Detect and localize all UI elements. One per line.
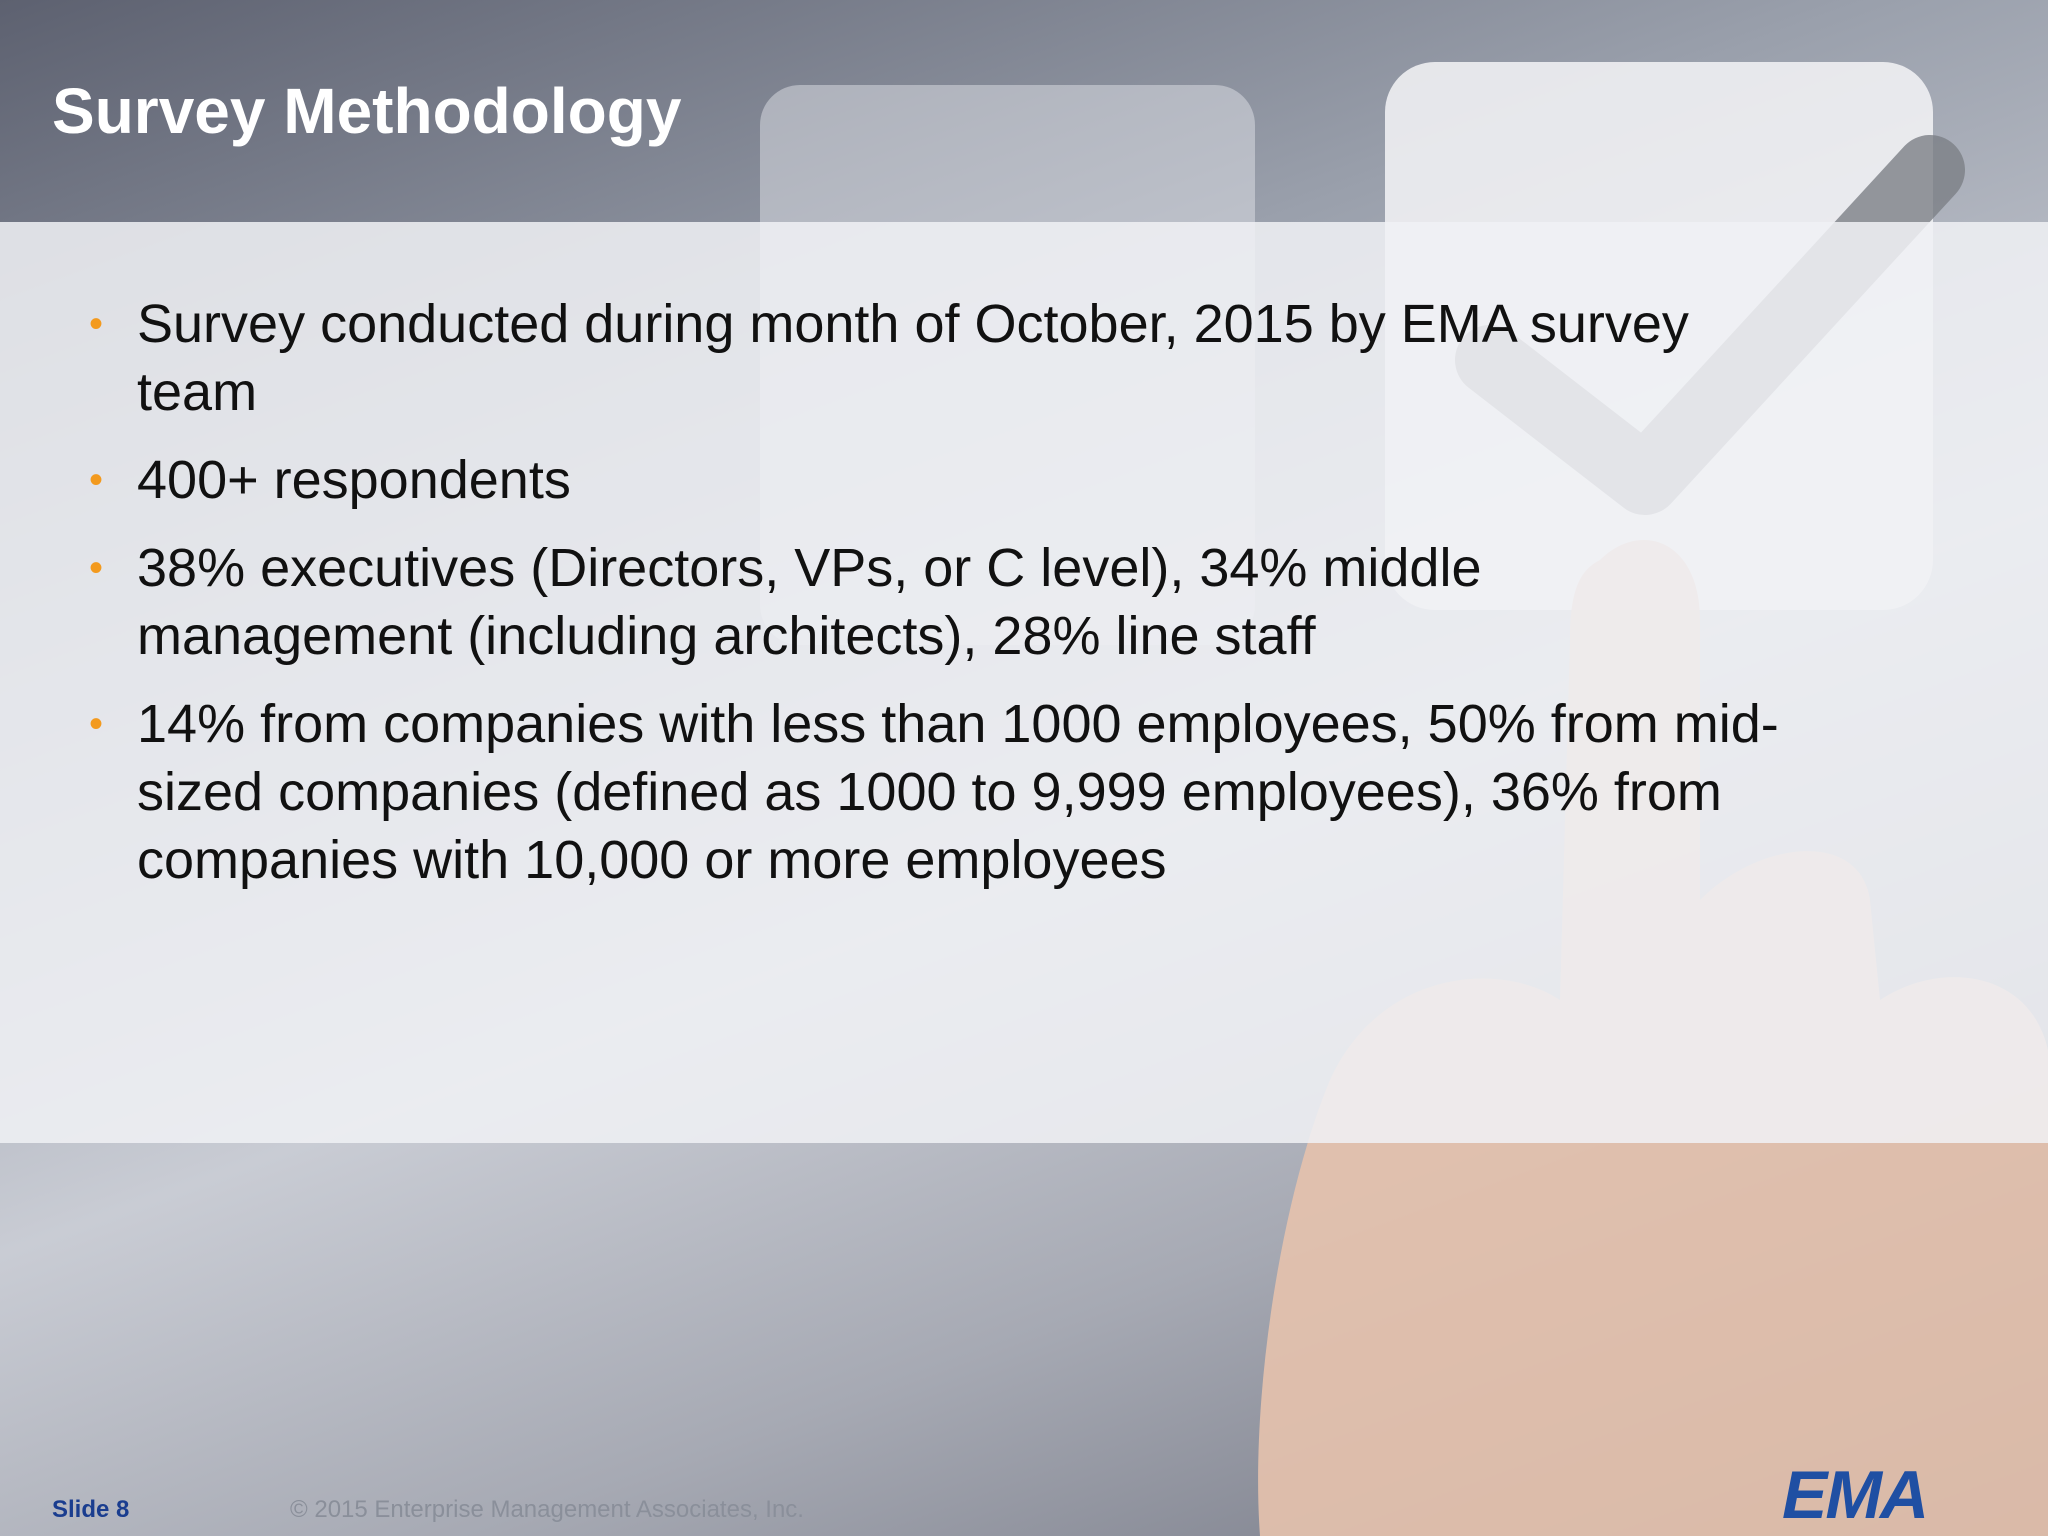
copyright: © 2015 Enterprise Management Associates,… [290, 1496, 804, 1523]
logo: EMA [1782, 1457, 1929, 1533]
bullet: 400+ respondents [89, 446, 1807, 514]
bullet: 14% from companies with less than 1000 e… [89, 690, 1807, 894]
bullet: 38% executives (Directors, VPs, or C lev… [89, 534, 1807, 670]
slide-title: Survey Methodology [52, 75, 682, 147]
slide-number: Slide 8 [52, 1496, 130, 1523]
bullet: Survey conducted during month of October… [89, 290, 1807, 426]
bullet-list: Survey conducted during month of October… [89, 290, 1807, 914]
